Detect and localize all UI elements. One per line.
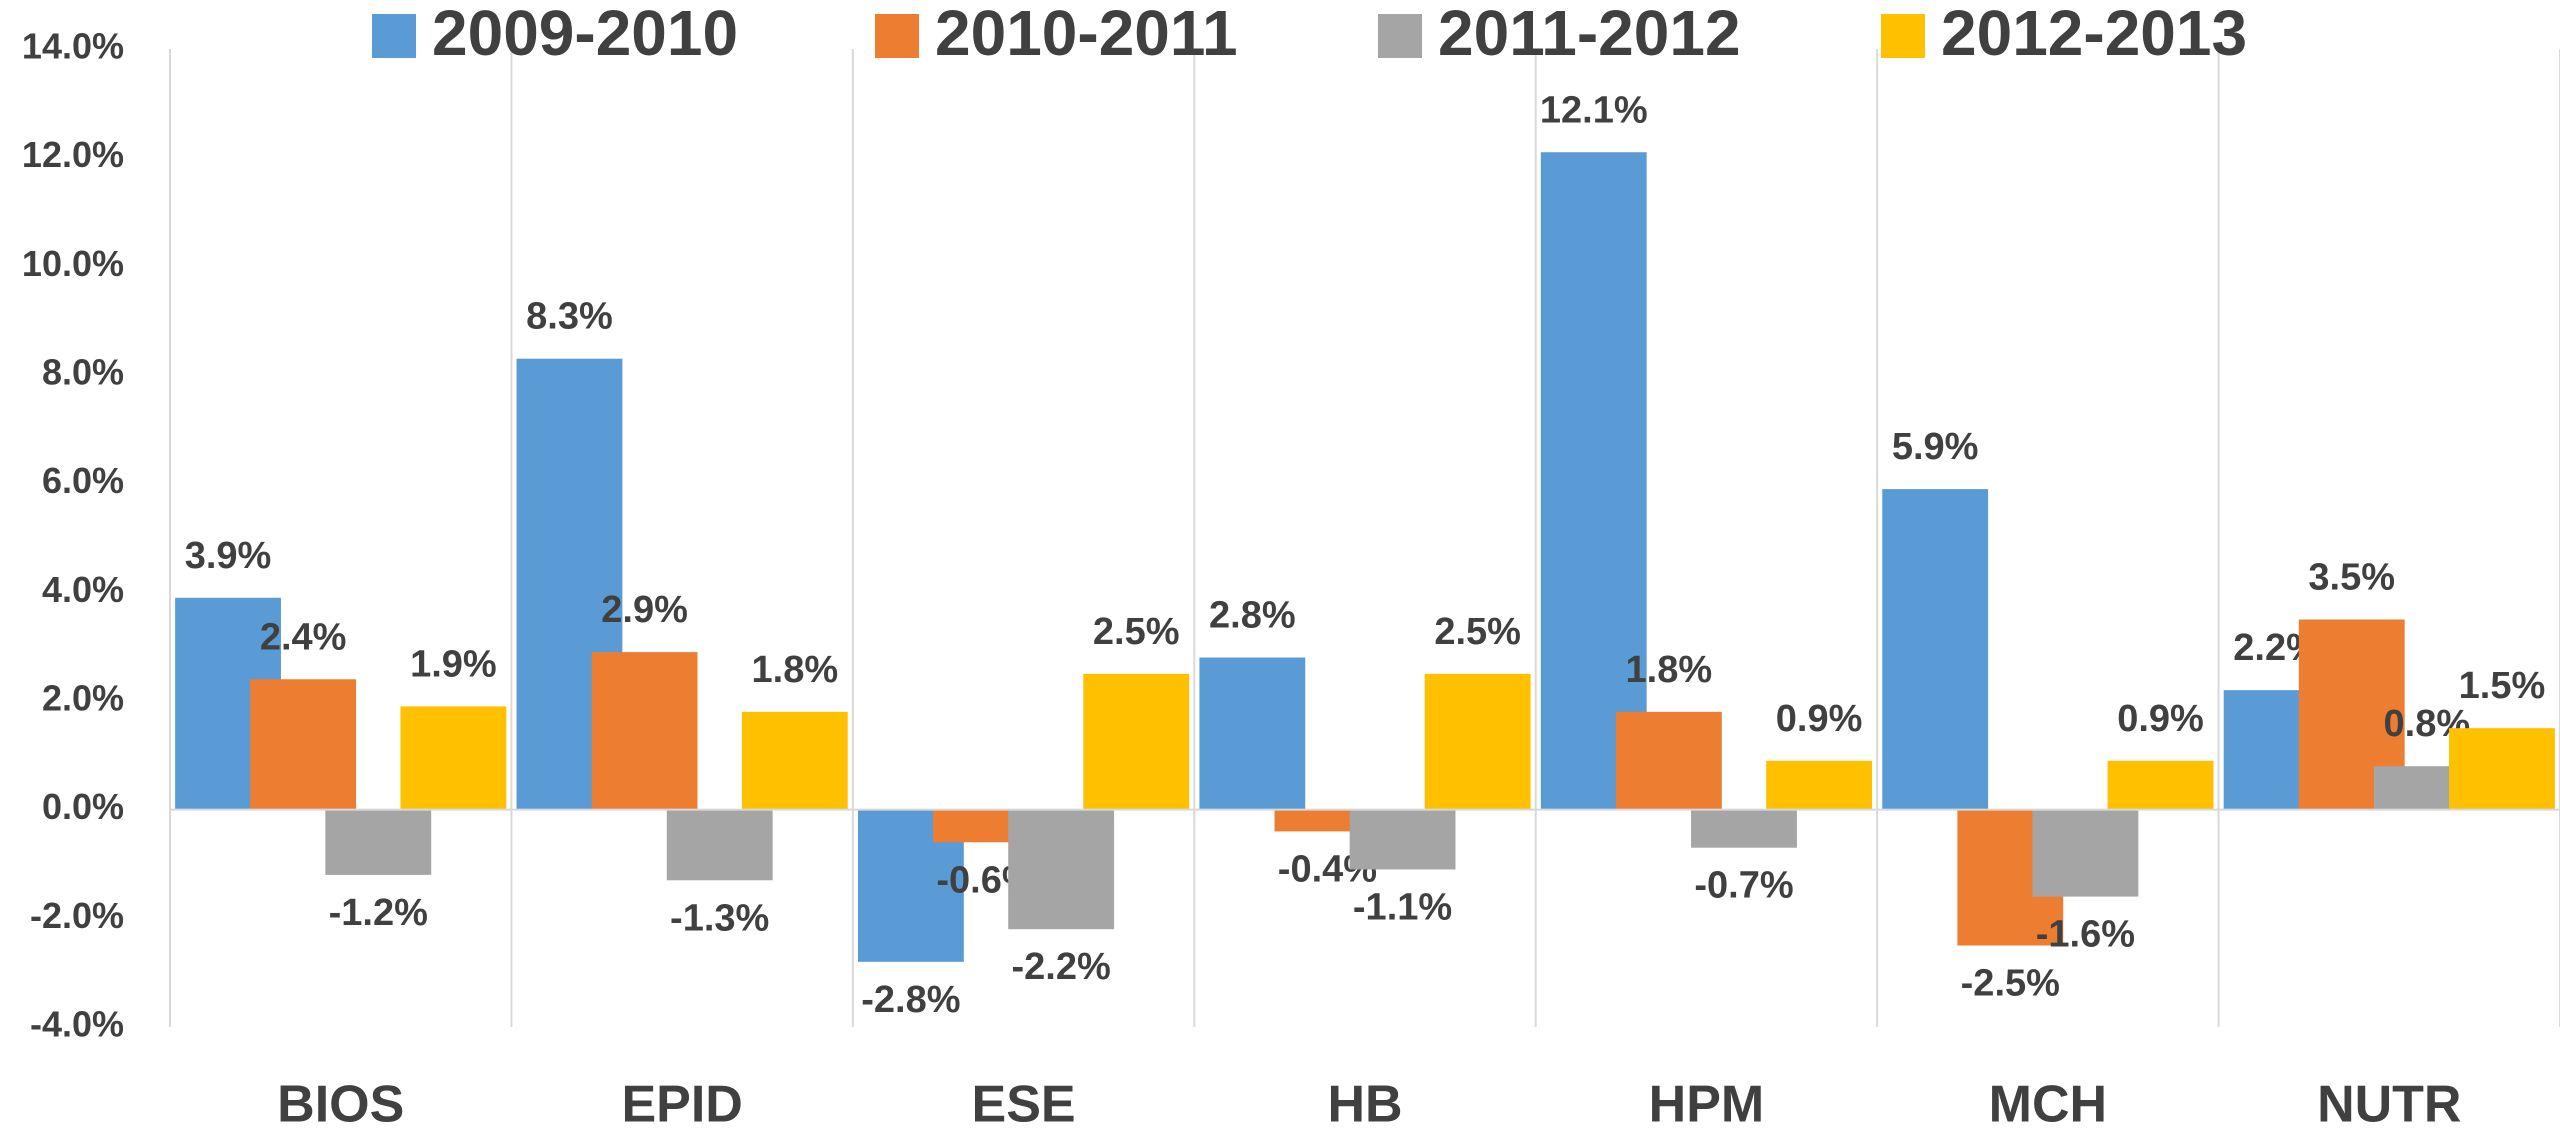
y-tick-label: 4.0% (42, 569, 124, 610)
bar (591, 652, 698, 810)
bar (2107, 760, 2214, 810)
legend-swatch (1378, 14, 1422, 58)
data-label: -2.2% (1011, 946, 1110, 988)
data-label: 2.4% (260, 616, 347, 658)
x-tick-label: BIOS (277, 1076, 404, 1134)
bar (250, 679, 357, 810)
x-tick-label: NUTR (2317, 1076, 2461, 1134)
legend-label: 2010-2011 (935, 0, 1238, 69)
data-label: 2.5% (1093, 611, 1180, 653)
bar (1540, 152, 1647, 810)
data-label: 2.5% (1434, 611, 1521, 653)
y-tick-label: 6.0% (42, 460, 124, 501)
legend-label: 2012-2013 (1941, 0, 2247, 69)
y-tick-label: 8.0% (42, 352, 124, 393)
legend-swatch (875, 14, 919, 58)
bar (1083, 673, 1190, 810)
x-tick-label: MCH (1989, 1076, 2107, 1134)
bar (741, 711, 848, 810)
bar (1199, 657, 1306, 810)
data-label: 5.9% (1892, 426, 1979, 468)
data-label: 8.3% (526, 296, 613, 338)
bar (1424, 673, 1531, 810)
y-tick-label: 2.0% (42, 678, 124, 719)
legend-label: 2009-2010 (432, 0, 738, 69)
bar (325, 809, 432, 875)
bar (666, 809, 773, 881)
data-label: 3.9% (185, 535, 272, 577)
data-label: 0.9% (1776, 698, 1863, 740)
data-label: -2.5% (1961, 963, 2060, 1005)
data-label: -1.1% (1353, 886, 1452, 928)
data-label: -1.6% (2036, 914, 2135, 956)
x-tick-label: HB (1327, 1076, 1402, 1134)
y-tick-label: -2.0% (30, 895, 124, 936)
legend-label: 2011-2012 (1438, 0, 1741, 69)
y-tick-label: 10.0% (22, 243, 124, 284)
y-tick-label: 14.0% (22, 26, 124, 67)
bar (2449, 728, 2555, 810)
y-tick-label: -4.0% (30, 1004, 124, 1045)
bar (1882, 489, 1989, 810)
data-label: -1.2% (329, 892, 428, 934)
data-label: 1.8% (752, 649, 839, 691)
data-label: 2.9% (601, 589, 688, 631)
bar (2032, 809, 2139, 897)
data-label: -0.7% (1694, 865, 1793, 907)
data-label: 2.8% (1209, 595, 1296, 637)
legend-swatch (372, 14, 416, 58)
data-label: 1.9% (410, 643, 497, 685)
data-label: 1.8% (1626, 649, 1713, 691)
bar (1615, 711, 1722, 810)
bar (1766, 760, 1873, 810)
data-label: 1.5% (2459, 665, 2546, 707)
data-label: 3.5% (2308, 557, 2395, 599)
data-label: -1.3% (670, 897, 769, 939)
data-label: -2.8% (861, 979, 960, 1021)
data-label: 0.9% (2117, 698, 2204, 740)
y-tick-label: 12.0% (22, 134, 124, 175)
data-label: 12.1% (1540, 89, 1648, 131)
x-tick-label: EPID (621, 1076, 742, 1134)
bar (400, 706, 507, 810)
legend-swatch (1881, 14, 1925, 58)
x-tick-label: HPM (1649, 1076, 1765, 1134)
x-tick-label: ESE (972, 1076, 1076, 1134)
bar (1008, 809, 1115, 930)
bar (1349, 809, 1456, 870)
bar (1691, 809, 1797, 848)
y-tick-label: 0.0% (42, 786, 124, 827)
